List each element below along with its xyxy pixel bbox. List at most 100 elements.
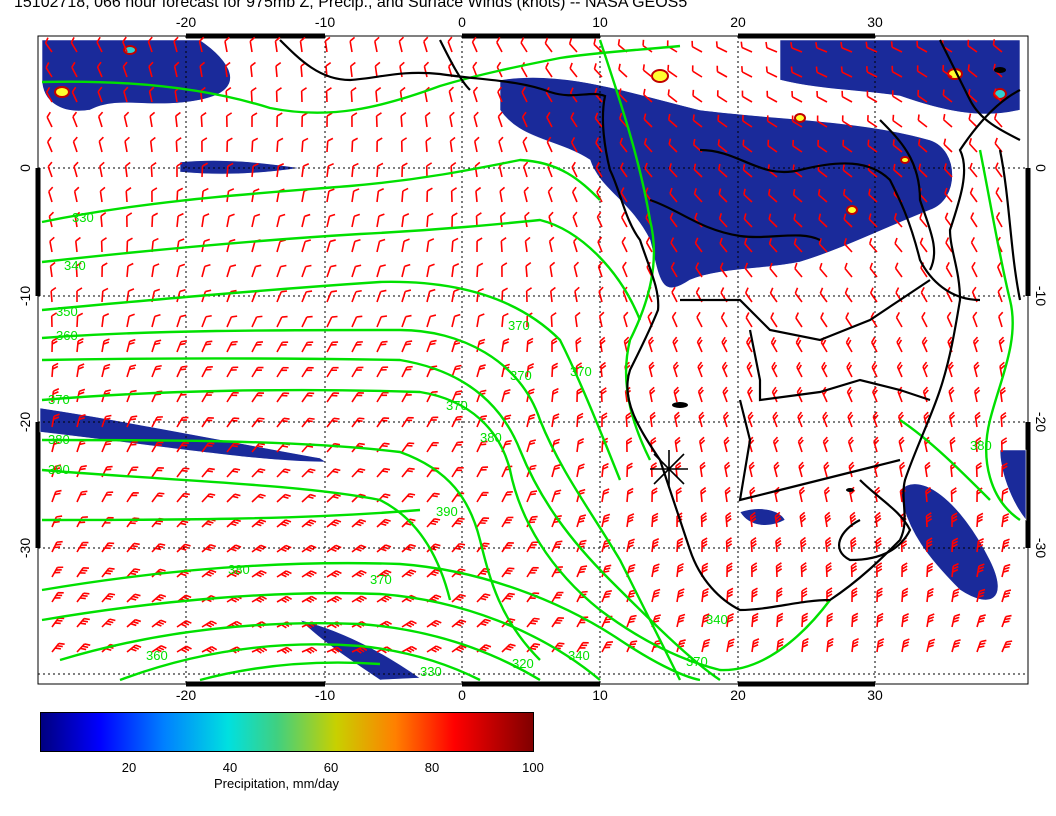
wind-barb [151,594,167,603]
wind-barb [99,186,106,203]
wind-barb [751,562,758,578]
wind-barb [201,263,211,278]
wind-barb [844,287,853,303]
wind-barb [326,213,336,228]
wind-barb [918,163,928,178]
wind-barb [943,138,953,153]
wind-barb [201,137,208,153]
wind-barb [719,237,728,253]
wind-barb [45,86,53,103]
wind-barb [776,587,783,603]
wind-barb [326,112,333,128]
wind-barb [451,466,464,478]
wind-barb [751,612,759,628]
wind-barb [594,112,603,128]
wind-barb [471,36,478,53]
colorbar-tick: 40 [222,760,238,775]
wind-barb [500,237,507,253]
wind-barb [76,592,90,603]
map-title: 15102718, 066 hour forecast for 975mb Z,… [14,0,688,11]
wind-barb [350,87,357,103]
wind-barb [651,487,658,503]
wind-barb [226,391,239,403]
wind-barb [376,289,387,303]
wind-barb [691,40,703,53]
wind-barb [501,287,508,303]
wind-barb [276,341,289,353]
wind-barb [576,438,585,453]
wind-barb [301,366,314,378]
wind-barb [942,64,953,78]
wind-barb [46,111,53,128]
wind-barb [668,163,678,178]
wind-barb [768,238,778,253]
wind-barb [351,264,362,278]
wind-barb [126,618,142,628]
wind-barb [873,436,880,453]
wind-barb [850,562,858,578]
wind-barb [226,162,234,178]
wind-barb [476,644,492,653]
wind-barb [126,237,133,253]
wind-barb [599,336,606,353]
wind-barb [595,162,603,178]
wind-barb [151,644,167,653]
wind-barb [840,66,853,78]
wind-barb [696,311,703,328]
contour-label: 380 [970,438,992,453]
wind-barb [841,90,853,103]
wind-barb [122,61,128,78]
wind-barb [376,213,385,228]
wind-barb [740,41,753,53]
wind-barb [251,366,264,378]
wind-barb [676,537,684,553]
wind-barb [998,311,1004,328]
wind-barb [743,188,753,203]
wind-barb [841,115,853,128]
wind-barb [301,137,309,153]
wind-barb [575,336,582,353]
wind-barb [251,519,267,528]
wind-barb [675,487,682,503]
wind-barb [794,287,803,303]
wind-barb [925,512,933,528]
wind-barb [426,212,434,228]
wind-barb [695,262,703,278]
wind-barb [451,313,461,328]
lon-label: 10 [592,687,608,700]
wind-barb [476,517,490,528]
wind-barb [765,41,778,53]
wind-barb [501,491,513,503]
wind-barb [176,238,185,253]
wind-barb [173,61,180,78]
lon-label: 20 [730,14,746,30]
wind-barb [326,570,342,578]
wind-barb [226,620,243,629]
wind-barb [775,562,783,578]
wind-barb [176,645,192,653]
wind-barb [816,90,828,103]
wind-barb [776,637,784,653]
lon-label: -10 [315,687,335,700]
wind-barb [401,238,410,253]
wind-barb [451,263,460,278]
wind-barb [865,41,878,53]
wind-barb [644,162,653,178]
wind-barb [825,562,833,578]
wind-barb [376,595,392,603]
contour-label: 350 [56,304,78,319]
wind-barb [49,261,56,278]
wind-barb [523,186,529,203]
wind-barb [926,587,934,603]
wind-barb [101,363,111,378]
wind-barb [351,595,367,603]
wind-barb [626,614,637,628]
wind-barb [126,364,137,378]
wind-barb [276,544,292,553]
wind-barb [224,61,231,78]
wind-barb [199,61,206,78]
wind-barb [201,187,209,203]
wind-barb [126,288,135,303]
wind-barb [871,361,878,378]
wind-barb [600,387,607,403]
